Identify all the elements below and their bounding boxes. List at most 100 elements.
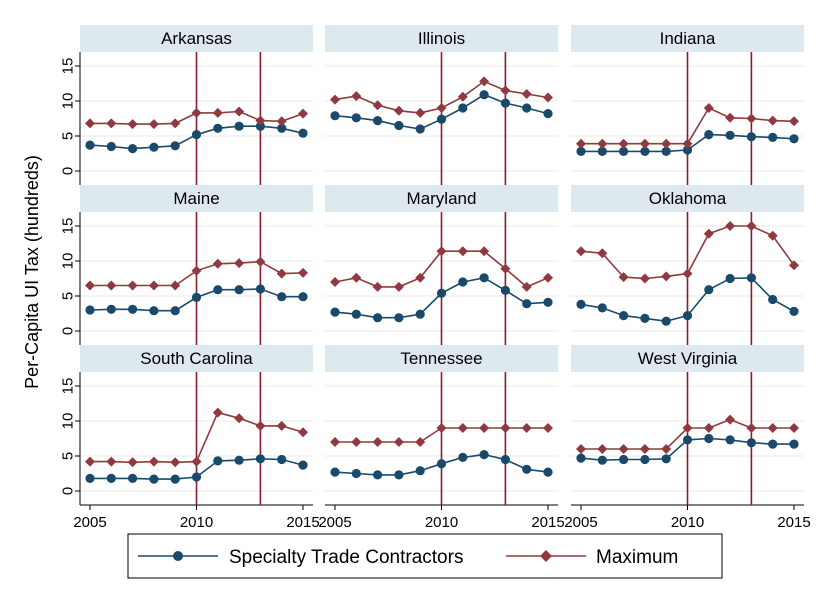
- maximum-point: [703, 228, 714, 239]
- specialty-point: [746, 438, 757, 448]
- legend-maximum-marker: [540, 550, 552, 562]
- y-tick-label: 5: [59, 292, 76, 300]
- maximum-point: [618, 444, 629, 454]
- specialty-point: [213, 123, 223, 133]
- maximum-point: [170, 280, 181, 291]
- x-tick-label: 2005: [73, 514, 106, 531]
- panel-indiana: Indiana: [571, 25, 804, 185]
- maximum-point: [298, 427, 308, 438]
- specialty-point: [619, 146, 629, 156]
- specialty-point: [255, 284, 265, 294]
- specialty-point: [458, 103, 468, 113]
- y-tick-label: 15: [59, 218, 76, 235]
- specialty-point: [170, 141, 180, 151]
- maximum-point: [457, 423, 468, 433]
- specialty-point: [458, 452, 468, 462]
- specialty-point: [640, 313, 650, 323]
- maximum-point: [127, 280, 138, 291]
- maximum-point: [703, 423, 714, 433]
- specialty-point: [128, 144, 138, 154]
- specialty-point: [522, 464, 532, 474]
- maximum-point: [576, 444, 586, 454]
- specialty-point: [543, 297, 553, 307]
- specialty-point: [640, 146, 650, 156]
- maximum-point: [479, 246, 490, 257]
- specialty-point: [479, 90, 489, 100]
- maximum-point: [255, 420, 266, 431]
- maximum-point: [393, 437, 404, 447]
- specialty-point: [746, 132, 757, 142]
- maximum-point: [85, 456, 95, 467]
- maximum-point: [500, 263, 511, 274]
- specialty-point: [415, 466, 425, 476]
- maximum-point: [543, 92, 553, 103]
- specialty-point: [436, 459, 447, 469]
- y-tick-label: 5: [59, 132, 76, 140]
- specialty-point: [576, 146, 586, 156]
- maximum-point: [106, 280, 117, 291]
- specialty-point: [298, 128, 308, 138]
- maximum-point: [170, 457, 181, 468]
- specialty-point: [789, 134, 799, 144]
- panel-strip: [325, 345, 558, 372]
- specialty-point: [234, 121, 244, 131]
- specialty-point: [597, 455, 607, 465]
- y-tick-label: 15: [59, 378, 76, 395]
- maximum-point: [767, 423, 778, 433]
- specialty-point: [500, 98, 510, 108]
- specialty-point: [277, 454, 287, 465]
- y-tick-label: 10: [59, 93, 76, 110]
- panel-title: Maine: [173, 189, 219, 208]
- x-tick-label: 2005: [564, 514, 597, 531]
- y-tick-label: 15: [59, 58, 76, 75]
- maximum-point: [789, 260, 799, 271]
- maximum-point: [393, 105, 404, 116]
- specialty-point: [543, 109, 553, 119]
- specialty-point: [458, 277, 468, 287]
- specialty-point: [106, 304, 116, 314]
- maximum-point: [255, 256, 266, 267]
- panel-title: Tennessee: [400, 349, 482, 368]
- specialty-point: [394, 120, 404, 131]
- specialty-point: [704, 433, 714, 444]
- specialty-point: [351, 309, 361, 319]
- y-tick-label: 10: [59, 253, 76, 270]
- specialty-point: [704, 130, 714, 140]
- y-axis-label: Per-Capita UI Tax (hundreds): [22, 155, 42, 389]
- specialty-point: [298, 292, 308, 302]
- maximum-point: [576, 246, 586, 257]
- maximum-point: [639, 273, 650, 284]
- maximum-point: [479, 76, 490, 87]
- specialty-point: [436, 114, 447, 124]
- specialty-point: [351, 468, 361, 479]
- maximum-point: [330, 437, 340, 447]
- maximum-point: [298, 108, 308, 119]
- maximum-point: [148, 456, 159, 467]
- specialty-point: [522, 299, 532, 309]
- specialty-point: [619, 311, 629, 321]
- panel-strip: [80, 345, 313, 372]
- specialty-point: [149, 306, 159, 316]
- maximum-point: [372, 100, 383, 111]
- maximum-point: [276, 116, 287, 127]
- specialty-point: [373, 313, 383, 323]
- y-tick-label: 10: [59, 413, 76, 430]
- specialty-point: [415, 309, 425, 319]
- maximum-point: [191, 265, 202, 276]
- maximum-point: [148, 280, 159, 291]
- specialty-point: [789, 439, 799, 449]
- maximum-point: [234, 413, 245, 424]
- maximum-point: [212, 107, 223, 118]
- x-tick-label: 2015: [286, 514, 319, 531]
- maximum-point: [330, 94, 340, 105]
- maximum-point: [767, 230, 778, 241]
- panel-title: Arkansas: [161, 29, 232, 48]
- maximum-point: [725, 414, 736, 425]
- maximum-point: [639, 444, 650, 454]
- x-tick-label: 2010: [425, 514, 458, 531]
- specialty-point: [746, 273, 757, 283]
- specialty-point: [500, 454, 510, 465]
- panel-maine: Maine 0 5 10 15: [59, 185, 313, 345]
- specialty-point: [576, 299, 586, 309]
